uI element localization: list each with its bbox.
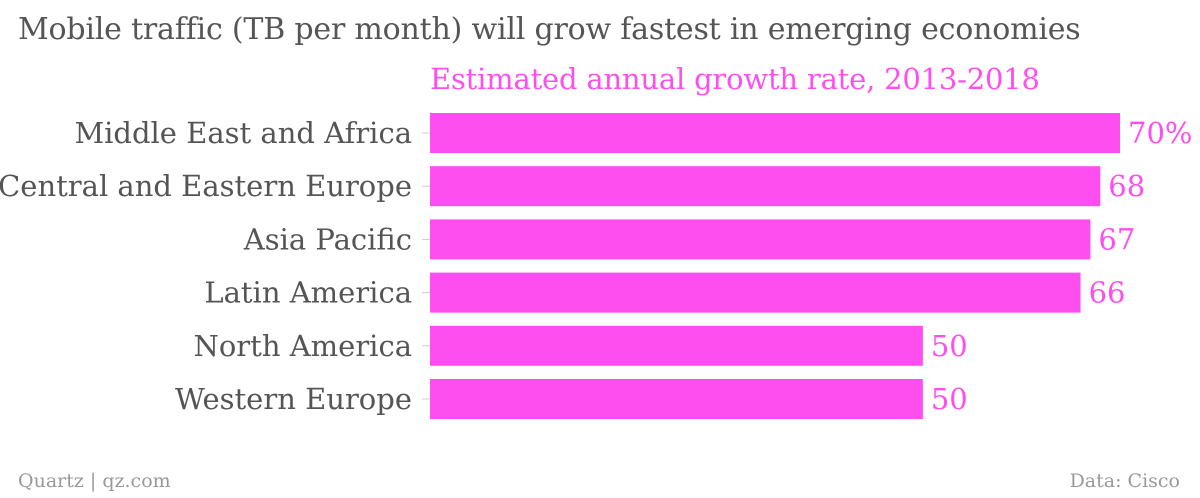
- footer-credit: Quartz | qz.com: [18, 470, 171, 492]
- chart-title: Mobile traffic (TB per month) will grow …: [18, 12, 1081, 47]
- category-label: Central and Eastern Europe: [0, 169, 412, 203]
- category-label: North America: [193, 329, 412, 363]
- value-label: 70%: [1128, 116, 1192, 150]
- value-label: 50: [931, 382, 968, 416]
- category-label: Latin America: [204, 276, 412, 310]
- value-label: 50: [931, 329, 968, 363]
- value-label: 67: [1098, 222, 1135, 256]
- bar: [430, 166, 1101, 207]
- category-label: Middle East and Africa: [74, 116, 412, 150]
- bar: [430, 272, 1081, 313]
- bar: [430, 113, 1120, 153]
- category-label: Asia Pacific: [243, 222, 412, 256]
- category-label: Western Europe: [175, 382, 412, 416]
- value-label: 68: [1108, 169, 1145, 203]
- bar: [430, 379, 923, 419]
- bar: [430, 325, 923, 366]
- chart-subtitle: Estimated annual growth rate, 2013-2018: [430, 62, 1040, 96]
- value-label: 66: [1089, 276, 1126, 310]
- footer-source: Data: Cisco: [1069, 470, 1180, 492]
- bar: [430, 219, 1091, 260]
